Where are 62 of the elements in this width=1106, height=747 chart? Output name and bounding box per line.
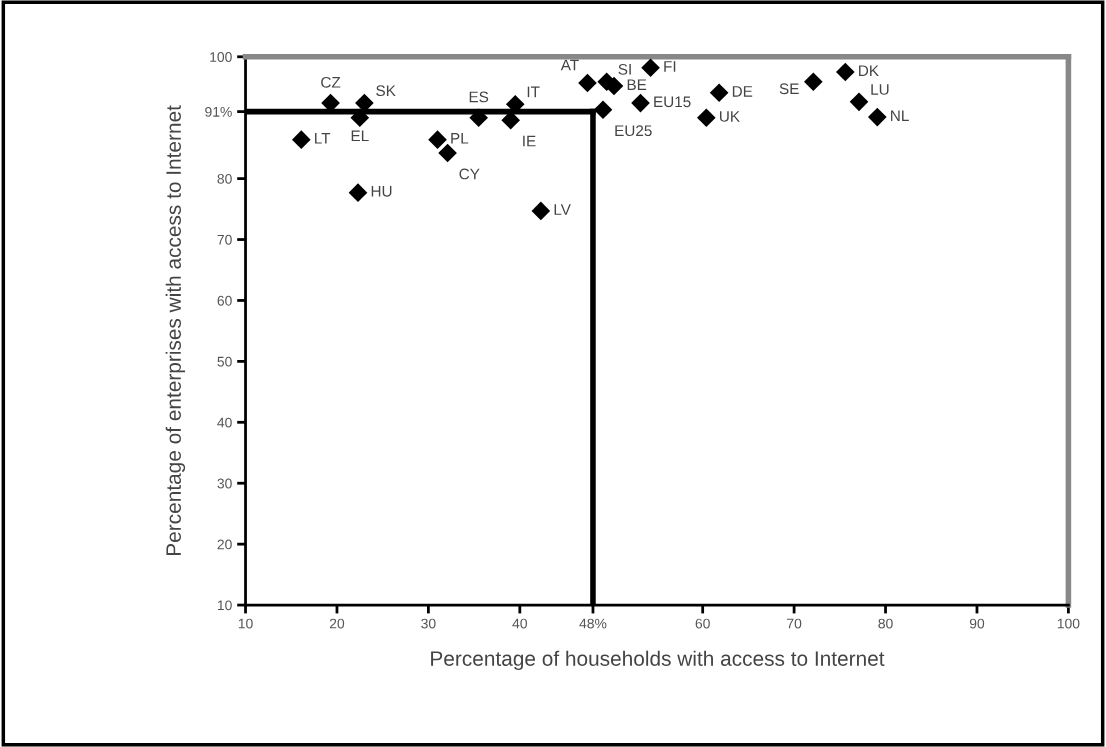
annotation: BE: [627, 79, 647, 90]
annotation: DK: [859, 65, 879, 76]
point: [291, 130, 311, 149]
x-axis-title: Percentage of households with access to Internet: [431, 650, 885, 671]
y-tick-label: 30: [217, 478, 232, 489]
y-axis-title: Percentage of enterprises with access to Internet: [165, 105, 186, 556]
x-tick-label: 30: [421, 618, 436, 629]
y-tick-label: 40: [217, 417, 232, 428]
point: [641, 58, 660, 78]
point: [867, 107, 887, 127]
annotation: UK: [720, 111, 740, 122]
annotation: HU: [371, 186, 392, 197]
y-tick-label: 10: [217, 600, 232, 611]
annotation: SK: [376, 85, 396, 97]
annotation: IT: [527, 86, 540, 98]
y-tick-label: 60: [217, 295, 232, 306]
annotation: CY: [459, 168, 480, 180]
point: [631, 93, 650, 113]
y-tick-label: 80: [217, 173, 232, 184]
x-tick-label: 48%: [579, 618, 607, 629]
x-tick-label: 20: [329, 618, 345, 629]
point: [578, 73, 597, 93]
x-tick-label: 60: [695, 618, 710, 629]
annotation: EU25: [615, 125, 652, 137]
annotation: NL: [891, 110, 909, 122]
y-tick-label: 91%: [205, 106, 232, 117]
annotation: FI: [664, 61, 676, 72]
annotation: IE: [523, 135, 536, 147]
x-tick-label: 70: [787, 618, 802, 629]
point: [593, 100, 613, 120]
annotation: ES: [469, 91, 489, 103]
annotation: EU15: [654, 96, 691, 108]
annotation: PL: [451, 133, 469, 144]
x-tick-label: 10: [238, 618, 253, 629]
point: [835, 62, 855, 82]
point: [348, 183, 368, 202]
point: [428, 130, 447, 149]
annotation: AT: [560, 59, 579, 71]
point: [697, 108, 716, 128]
point: [469, 108, 488, 128]
annotation: EL: [351, 130, 369, 142]
point: [350, 108, 370, 128]
x-tick-label: 90: [969, 618, 985, 629]
annotation: CZ: [321, 76, 341, 88]
point: [849, 92, 869, 112]
y-tick-label: 50: [217, 356, 232, 367]
x-tick-label: 100: [1057, 618, 1080, 629]
point: [803, 72, 823, 92]
y-tick-label: 20: [217, 539, 232, 550]
annotation: LT: [315, 133, 331, 144]
x-tick-label: 40: [512, 618, 527, 629]
annotation: SI: [618, 63, 631, 75]
annotation: LV: [554, 204, 571, 215]
annotation: LU: [871, 84, 889, 95]
point: [438, 143, 457, 163]
y-tick-label: 100: [210, 52, 232, 62]
x-tick-label: 80: [878, 618, 893, 629]
annotation: SE: [779, 83, 799, 95]
annotation: DE: [732, 86, 753, 97]
point: [531, 201, 551, 221]
point: [709, 83, 729, 103]
y-tick-label: 70: [217, 234, 232, 245]
